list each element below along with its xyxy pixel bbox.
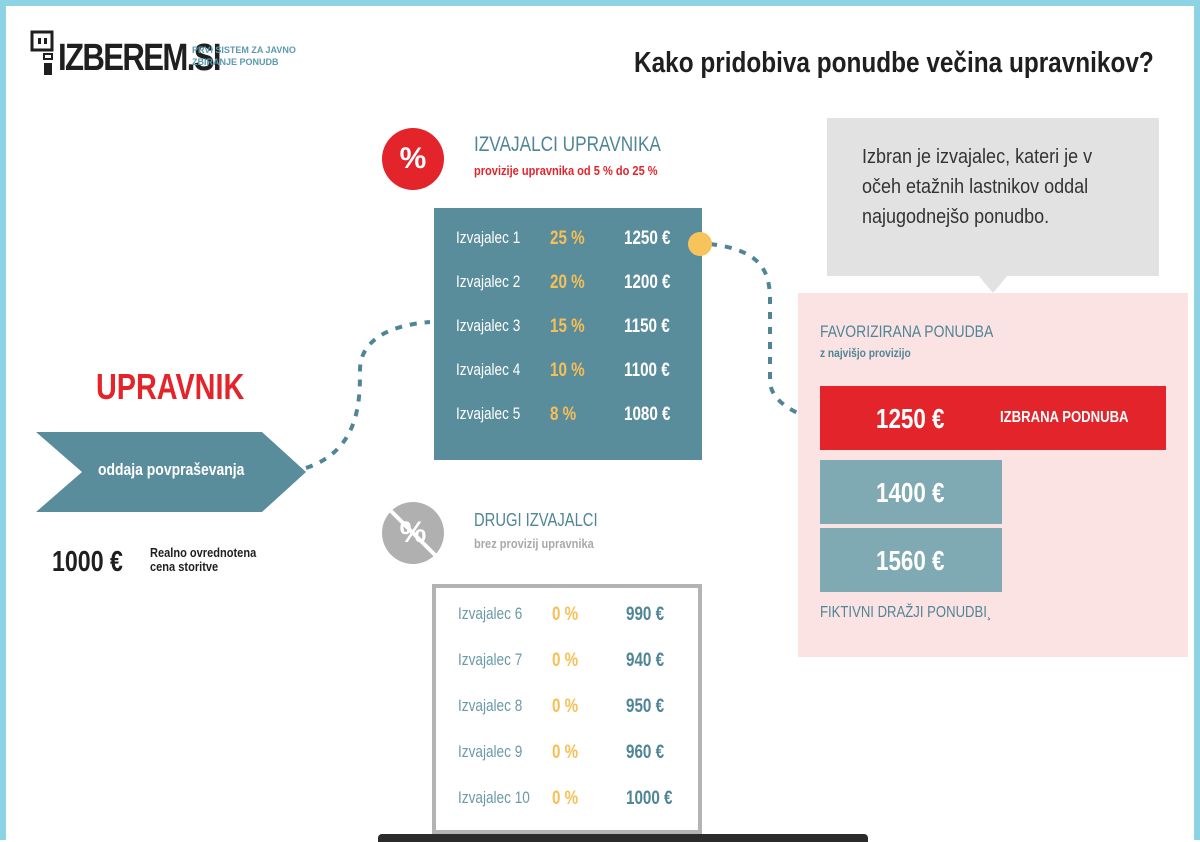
commission-pct: 8 % xyxy=(550,404,577,425)
contractor-name: Izvajalec 10 xyxy=(458,788,530,807)
connector-dot xyxy=(688,232,712,256)
contractor-name: Izvajalec 2 xyxy=(456,272,521,291)
offer-price: 1100 € xyxy=(624,360,670,381)
logo-wordmark: IZBEREM.SI xyxy=(58,37,222,79)
action-label: oddaja povpraševanja xyxy=(98,460,245,479)
table-row: Izvajalec 4 10 % 1100 € xyxy=(434,360,702,404)
commission-pct: 0 % xyxy=(552,650,579,671)
table-row: Izvajalec 2 20 % 1200 € xyxy=(434,272,702,316)
commission-pct: 0 % xyxy=(552,696,579,717)
offer-price: 1150 € xyxy=(624,316,670,337)
real-price: 1000 € xyxy=(52,546,123,578)
contractor-name: Izvajalec 4 xyxy=(456,360,521,379)
offer-price: 1200 € xyxy=(624,272,671,293)
offer-price: 1250 € xyxy=(624,228,671,249)
contractor-name: Izvajalec 8 xyxy=(458,696,523,715)
connector-upravnik-to-table xyxy=(305,320,431,470)
commission-pct: 20 % xyxy=(550,272,585,293)
commission-pct: 0 % xyxy=(552,604,579,625)
chosen-offer-price: 1250 € xyxy=(876,403,945,434)
offer-price: 940 € xyxy=(626,650,665,671)
page-title: Kako pridobiva ponudbe večina upravnikov… xyxy=(634,47,1154,79)
role-heading: UPRAVNIK xyxy=(96,366,245,407)
table-row: Izvajalec 1 25 % 1250 € xyxy=(434,228,702,272)
commission-table: Izvajalec 1 25 % 1250 € Izvajalec 2 20 %… xyxy=(434,208,702,460)
strike-slash xyxy=(386,506,440,560)
table-row: Izvajalec 9 0 % 960 € xyxy=(436,742,698,786)
logo-tagline: PRVI SISTEM ZA JAVNO ZBIRANJE PONUDB xyxy=(192,45,296,67)
real-price-label: Realno ovrednotena cena storitve xyxy=(150,545,257,574)
table-row: Izvajalec 10 0 % 1000 € xyxy=(436,788,698,832)
offer-price: 1000 € xyxy=(626,788,673,809)
logo-icon xyxy=(30,30,54,75)
percent-badge: % xyxy=(382,128,444,190)
commission-pct: 15 % xyxy=(550,316,585,337)
group1-title: IZVAJALCI UPRAVNIKA xyxy=(474,133,661,156)
favorite-title: FAVORIZIRANA PONUDBA xyxy=(820,322,994,341)
connector-table-to-favorite xyxy=(709,242,813,422)
table-row: Izvajalec 7 0 % 940 € xyxy=(436,650,698,694)
fake-offer-bar xyxy=(820,460,1002,524)
bottom-overlay-bar xyxy=(378,834,868,842)
offer-price: 990 € xyxy=(626,604,665,625)
table-row: Izvajalec 5 8 % 1080 € xyxy=(434,404,702,448)
speech-bubble xyxy=(827,118,1159,276)
commission-pct: 25 % xyxy=(550,228,585,249)
no-commission-table: Izvajalec 6 0 % 990 € Izvajalec 7 0 % 94… xyxy=(432,584,702,834)
favorite-subtitle: z najvišjo provizijo xyxy=(820,346,911,360)
fake-offer-bar xyxy=(820,528,1002,592)
contractor-name: Izvajalec 5 xyxy=(456,404,521,423)
table-row: Izvajalec 6 0 % 990 € xyxy=(436,604,698,648)
contractor-name: Izvajalec 7 xyxy=(458,650,523,669)
commission-pct: 0 % xyxy=(552,788,579,809)
contractor-name: Izvajalec 9 xyxy=(458,742,523,761)
offer-price: 1080 € xyxy=(624,404,671,425)
commission-pct: 0 % xyxy=(552,742,579,763)
offer-price: 950 € xyxy=(626,696,665,717)
speech-bubble-tail xyxy=(978,275,1008,293)
chosen-offer-bar xyxy=(820,386,1166,450)
group2-subtitle: brez provizij upravnika xyxy=(474,536,594,551)
offer-price: 960 € xyxy=(626,742,665,763)
table-row: Izvajalec 8 0 % 950 € xyxy=(436,696,698,740)
fake-offers-label: FIKTIVNI DRAŽJI PONUDBI¸ xyxy=(820,604,992,621)
group1-subtitle: provizije upravnika od 5 % do 25 % xyxy=(474,163,658,178)
table-row: Izvajalec 3 15 % 1150 € xyxy=(434,316,702,360)
commission-pct: 10 % xyxy=(550,360,585,381)
fake-offer-price: 1400 € xyxy=(876,477,945,508)
contractor-name: Izvajalec 1 xyxy=(456,228,521,247)
contractor-name: Izvajalec 6 xyxy=(458,604,523,623)
contractor-name: Izvajalec 3 xyxy=(456,316,521,335)
arrow-shape xyxy=(36,432,306,512)
fake-offer-price: 1560 € xyxy=(876,545,945,576)
no-percent-badge: % xyxy=(382,502,444,564)
group2-title: DRUGI IZVAJALCI xyxy=(474,510,598,530)
speech-bubble-text: Izbran je izvajalec, kateri je v očeh et… xyxy=(862,146,1093,228)
chosen-offer-label: IZBRANA PODNUBA xyxy=(1000,409,1129,426)
